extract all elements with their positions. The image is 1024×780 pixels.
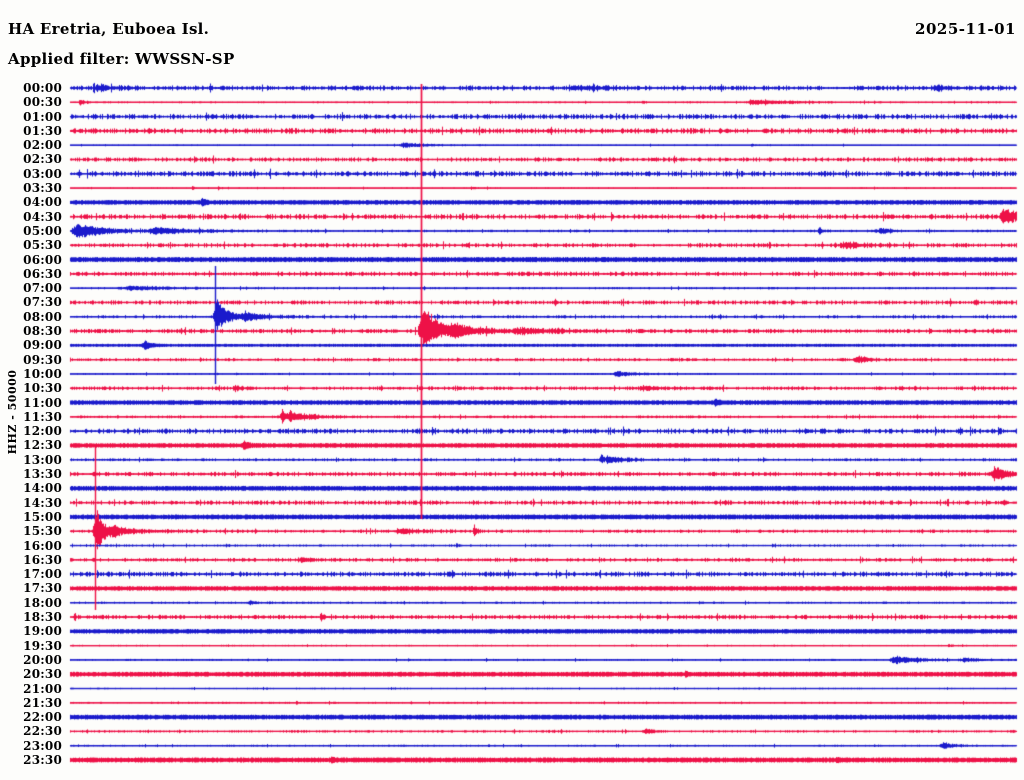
time-label: 10:30 [23, 381, 62, 396]
time-label: 11:00 [23, 395, 62, 410]
time-label: 08:00 [23, 309, 62, 324]
time-label: 00:30 [23, 95, 62, 110]
time-label: 00:00 [23, 81, 62, 95]
time-label: 13:00 [23, 452, 62, 467]
time-label: 15:00 [23, 509, 62, 524]
time-label: 06:00 [23, 252, 62, 267]
time-label: 05:00 [23, 223, 62, 238]
time-label: 13:30 [23, 467, 62, 482]
time-label: 19:00 [23, 624, 62, 639]
time-label: 02:00 [23, 138, 62, 153]
time-label: 18:30 [23, 610, 62, 625]
time-label: 17:30 [23, 581, 62, 596]
time-label: 01:30 [23, 123, 62, 138]
time-label: 20:00 [23, 652, 62, 667]
date-label: 2025-11-01 [915, 20, 1016, 38]
time-label: 18:00 [23, 595, 62, 610]
time-label: 04:30 [23, 209, 62, 224]
time-label: 12:30 [23, 438, 62, 453]
time-label: 16:30 [23, 552, 62, 567]
time-label: 03:30 [23, 181, 62, 196]
time-label: 16:00 [23, 538, 62, 553]
filter-label: Applied filter: WWSSN-SP [8, 50, 235, 68]
time-label: 23:00 [23, 738, 62, 753]
station-title: HA Eretria, Euboea Isl. [8, 20, 210, 38]
time-label: 12:00 [23, 424, 62, 439]
time-label: 22:00 [23, 710, 62, 725]
time-label: 14:30 [23, 495, 62, 510]
time-label: 17:00 [23, 567, 62, 582]
time-label: 21:00 [23, 681, 62, 696]
time-label: 09:30 [23, 352, 62, 367]
time-label: 22:30 [23, 724, 62, 739]
time-label: 02:30 [23, 152, 62, 167]
time-label: 10:00 [23, 366, 62, 381]
time-label: 08:30 [23, 324, 62, 339]
time-label: 04:00 [23, 195, 62, 210]
time-label: 19:30 [23, 638, 62, 653]
time-label: 11:30 [23, 409, 62, 424]
time-label: 01:00 [23, 109, 62, 124]
time-label: 20:30 [23, 667, 62, 682]
time-label: 06:30 [23, 266, 62, 281]
time-label: 15:30 [23, 524, 62, 539]
time-label: 03:00 [23, 166, 62, 181]
time-label: 05:30 [23, 238, 62, 253]
time-label: 07:00 [23, 281, 62, 296]
time-label: 07:30 [23, 295, 62, 310]
time-label: 14:00 [23, 481, 62, 496]
time-label: 23:30 [23, 753, 62, 767]
time-label: 09:00 [23, 338, 62, 353]
time-label: 21:30 [23, 695, 62, 710]
